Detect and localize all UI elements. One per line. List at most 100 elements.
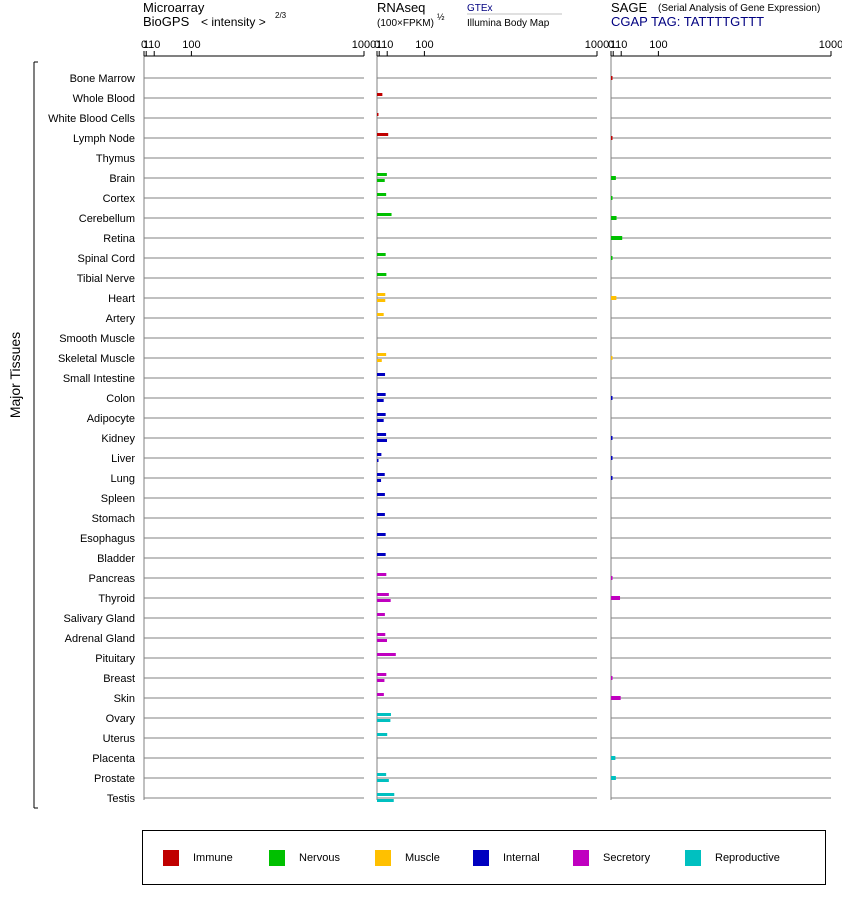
rnaseq-unit: (100×FPKM) bbox=[377, 18, 434, 29]
tissue-label: Salivary Gland bbox=[63, 613, 135, 625]
bar-rnaseq bbox=[377, 599, 391, 602]
legend-item-muscle: Muscle bbox=[375, 849, 440, 867]
legend-item-internal: Internal bbox=[473, 849, 540, 867]
tissue-label: Retina bbox=[103, 233, 136, 245]
bar-sage bbox=[611, 596, 621, 600]
bar-rnaseq bbox=[377, 779, 389, 782]
sage-title-note: (Serial Analysis of Gene Expression) bbox=[658, 3, 820, 14]
bar-sage bbox=[611, 176, 616, 180]
bar-rnaseq bbox=[377, 673, 387, 676]
bar-rnaseq bbox=[377, 793, 395, 796]
tissue-label: Lymph Node bbox=[73, 133, 135, 145]
legend-swatch-secretory bbox=[573, 850, 589, 866]
rnaseq-title: RNAseq bbox=[377, 0, 425, 15]
bar-rnaseq bbox=[377, 313, 384, 316]
tissue-label: Small Intestine bbox=[63, 373, 135, 385]
legend-swatch-muscle bbox=[375, 850, 391, 866]
bar-rnaseq bbox=[377, 719, 391, 722]
tissue-label: Cortex bbox=[103, 193, 136, 205]
tissue-label: Stomach bbox=[92, 513, 135, 525]
x-tick-label: 1 bbox=[376, 39, 382, 51]
x-tick-label: 1000 bbox=[352, 39, 376, 51]
tissue-label: Pancreas bbox=[89, 573, 136, 585]
bar-rnaseq bbox=[377, 413, 386, 416]
bar-rnaseq bbox=[377, 593, 389, 596]
microarray-title: Microarray bbox=[143, 0, 205, 15]
bar-rnaseq bbox=[377, 439, 388, 442]
bar-rnaseq bbox=[377, 193, 387, 196]
x-tick-label: 10 bbox=[615, 39, 627, 51]
tissue-label: Spleen bbox=[101, 493, 135, 505]
legend-label-internal: Internal bbox=[503, 852, 540, 864]
rnaseq-series-gtex: GTEx bbox=[467, 3, 493, 14]
tissue-label: Lung bbox=[111, 473, 135, 485]
bar-rnaseq bbox=[377, 373, 386, 376]
x-tick-label: 100 bbox=[182, 39, 200, 51]
legend-swatch-immune bbox=[163, 850, 179, 866]
tissue-label: Pituitary bbox=[95, 653, 135, 665]
bar-rnaseq bbox=[377, 419, 384, 422]
bar-rnaseq bbox=[377, 433, 387, 436]
x-tick-label: 100 bbox=[415, 39, 433, 51]
bar-sage bbox=[611, 396, 613, 400]
bar-sage bbox=[611, 476, 613, 480]
microarray-scale-label: < intensity > bbox=[201, 15, 266, 29]
legend: Immune Nervous Muscle Internal Secretory… bbox=[142, 830, 826, 885]
bar-rnaseq bbox=[377, 679, 385, 682]
tissue-label: Colon bbox=[106, 393, 135, 405]
microarray-subtitle: BioGPS bbox=[143, 14, 190, 29]
bar-sage bbox=[611, 356, 613, 360]
legend-label-immune: Immune bbox=[193, 852, 233, 864]
bar-sage bbox=[611, 456, 613, 460]
tissue-label: Breast bbox=[103, 673, 135, 685]
x-tick-label: 10 bbox=[381, 39, 393, 51]
bar-rnaseq bbox=[377, 173, 387, 176]
tissue-label: Prostate bbox=[94, 773, 135, 785]
x-tick-label: 0 bbox=[374, 39, 380, 51]
bar-sage bbox=[611, 436, 613, 440]
rnaseq-series-bodymap: Illumina Body Map bbox=[467, 18, 550, 29]
tissue-label: Artery bbox=[106, 313, 136, 325]
tissue-label: Whole Blood bbox=[73, 93, 135, 105]
bar-rnaseq bbox=[377, 553, 386, 556]
rnaseq-unit-exponent: ½ bbox=[437, 12, 445, 22]
bar-rnaseq bbox=[377, 493, 385, 496]
legend-label-reproductive: Reproductive bbox=[715, 852, 780, 864]
bar-rnaseq bbox=[377, 573, 387, 576]
bar-rnaseq bbox=[377, 253, 386, 256]
legend-label-nervous: Nervous bbox=[299, 852, 340, 864]
bar-sage bbox=[611, 76, 613, 80]
bar-rnaseq bbox=[377, 179, 385, 182]
tissue-label: Uterus bbox=[103, 733, 136, 745]
tissue-label: Tibial Nerve bbox=[77, 273, 135, 285]
tissue-label: Skeletal Muscle bbox=[58, 353, 135, 365]
tissue-label: Testis bbox=[107, 793, 136, 805]
legend-swatch-internal bbox=[473, 850, 489, 866]
x-tick-label: 1 bbox=[610, 39, 616, 51]
microarray-scale-exponent: 2/3 bbox=[275, 11, 287, 20]
bar-rnaseq bbox=[377, 799, 394, 802]
tissue-label: Adipocyte bbox=[87, 413, 135, 425]
bar-rnaseq bbox=[377, 479, 382, 482]
legend-label-muscle: Muscle bbox=[405, 852, 440, 864]
legend-item-immune: Immune bbox=[163, 849, 233, 867]
tissue-label: Kidney bbox=[101, 433, 135, 445]
bar-sage bbox=[611, 136, 613, 140]
tissue-label: Smooth Muscle bbox=[59, 333, 135, 345]
bar-rnaseq bbox=[377, 633, 386, 636]
bar-sage bbox=[611, 196, 613, 200]
legend-item-secretory: Secretory bbox=[573, 849, 650, 867]
tissue-label: Bladder bbox=[97, 553, 135, 565]
sage-tag: CGAP TAG: TATTTTGTTT bbox=[611, 14, 764, 29]
legend-label-secretory: Secretory bbox=[603, 852, 651, 864]
bar-rnaseq bbox=[377, 293, 386, 296]
legend-item-reproductive: Reproductive bbox=[685, 849, 780, 867]
bar-rnaseq bbox=[377, 773, 387, 776]
bar-rnaseq bbox=[377, 713, 391, 716]
bar-sage bbox=[611, 756, 616, 760]
bar-rnaseq bbox=[377, 653, 396, 656]
bar-rnaseq bbox=[377, 453, 382, 456]
tissue-label: Esophagus bbox=[80, 533, 136, 545]
